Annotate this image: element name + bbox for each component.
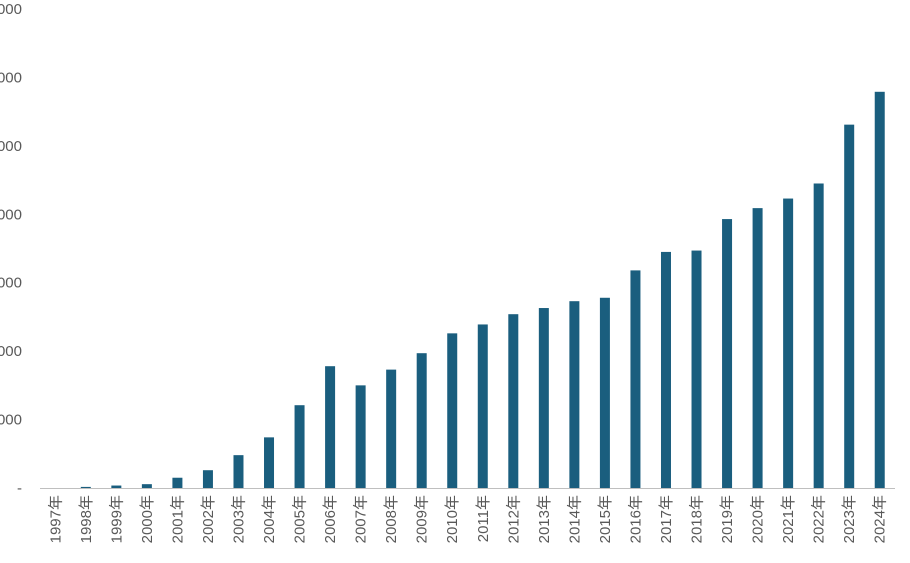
bar: [386, 369, 397, 488]
x-tick-label: 2002年: [200, 495, 217, 543]
bar: [752, 208, 763, 488]
x-tick-label: 2015年: [597, 495, 614, 543]
x-tick-label: 2024年: [872, 495, 889, 543]
x-tick-label: 2003年: [230, 495, 247, 543]
bar: [325, 366, 336, 488]
x-axis-ticks: 1997年 1998年 1999年 2000年 2001年 2002年 2003年 2004年…: [47, 495, 888, 543]
bar: [416, 353, 427, 488]
y-tick-label: 000: [0, 69, 22, 86]
x-tick-label: 2005年: [292, 495, 309, 543]
x-tick-label: 2014年: [566, 495, 583, 543]
x-tick-label: 2016年: [627, 495, 644, 543]
bar: [783, 198, 794, 488]
bar: [660, 251, 671, 488]
bar: [722, 219, 733, 488]
bar: [813, 183, 824, 488]
x-tick-label: 2012年: [505, 495, 522, 543]
x-tick-label: 2008年: [383, 495, 400, 543]
x-tick-label: 2022年: [811, 495, 828, 543]
x-tick-label: 2009年: [414, 495, 431, 543]
y-axis-ticks: - 000 000 000 000 000 000 000: [0, 1, 22, 497]
x-tick-label: 1998年: [78, 495, 95, 543]
bar: [233, 455, 244, 488]
x-tick-label: 2017年: [658, 495, 675, 543]
x-tick-label: 2020年: [750, 495, 767, 543]
x-tick-label: 2023年: [841, 495, 858, 543]
x-tick-label: 2010年: [444, 495, 461, 543]
bar: [141, 484, 152, 488]
bar: [447, 333, 458, 488]
x-tick-label: 2006年: [322, 495, 339, 543]
x-tick-label: 2018年: [689, 495, 706, 543]
x-tick-label: 2019年: [719, 495, 736, 543]
bar: [202, 470, 213, 488]
x-tick-label: 1997年: [47, 495, 64, 543]
y-tick-label: 000: [0, 206, 22, 223]
bar: [477, 324, 488, 488]
y-tick-label: 000: [0, 1, 22, 18]
x-tick-label: 2021年: [780, 495, 797, 543]
bar: [80, 486, 91, 488]
y-tick-label: 000: [0, 138, 22, 155]
bar: [111, 485, 122, 488]
x-tick-label: 2011年: [475, 495, 492, 542]
x-tick-label: 2000年: [139, 495, 156, 543]
bar: [538, 308, 549, 488]
bar: [172, 477, 183, 488]
bar: [630, 270, 641, 488]
bar: [355, 385, 366, 488]
x-tick-label: 2013年: [536, 495, 553, 543]
bar: [264, 437, 275, 488]
x-tick-label: 1999年: [108, 495, 125, 543]
x-tick-label: 2004年: [261, 495, 278, 543]
bar: [874, 91, 885, 488]
y-tick-label: 000: [0, 343, 22, 360]
bar: [569, 301, 580, 488]
bars: [80, 91, 885, 488]
bar: [691, 250, 702, 488]
y-tick-label: 000: [0, 412, 22, 429]
bar: [844, 124, 855, 488]
y-tick-label: 000: [0, 275, 22, 292]
x-tick-label: 2001年: [169, 495, 186, 543]
x-tick-label: 2007年: [353, 495, 370, 543]
bar: [599, 297, 610, 488]
bar: [294, 405, 305, 488]
y-tick-label: -: [17, 480, 22, 497]
bar: [508, 314, 519, 488]
